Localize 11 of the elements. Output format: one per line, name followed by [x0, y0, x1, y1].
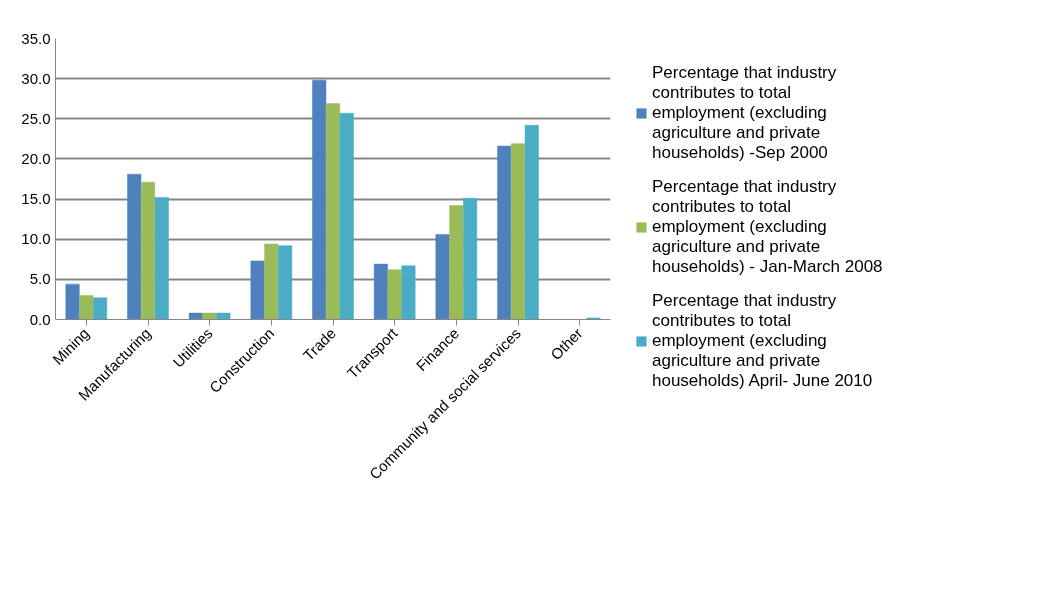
y-tick-label: 20.0: [21, 149, 51, 167]
legend-label: Percentage that industry contributes to total employment (excluding agriculture and private households) April- June 2010: [652, 291, 873, 391]
legend-label: Percentage that industry contributes to total employment (excluding agriculture and private households) - Jan-March 2008: [652, 177, 883, 277]
y-tick-label: 30.0: [21, 69, 51, 87]
y-tick-label: 15.0: [21, 190, 51, 208]
y-tick-label: 5.0: [29, 270, 51, 288]
y-tick-label: 25.0: [21, 109, 51, 127]
y-tick-label: 10.0: [21, 230, 51, 248]
legend-label: Percentage that industry contributes to total employment (excluding agriculture and private households) -Sep 2000: [652, 63, 837, 163]
y-tick-label: 0.0: [29, 310, 51, 328]
y-tick-label: 35.0: [21, 29, 51, 47]
